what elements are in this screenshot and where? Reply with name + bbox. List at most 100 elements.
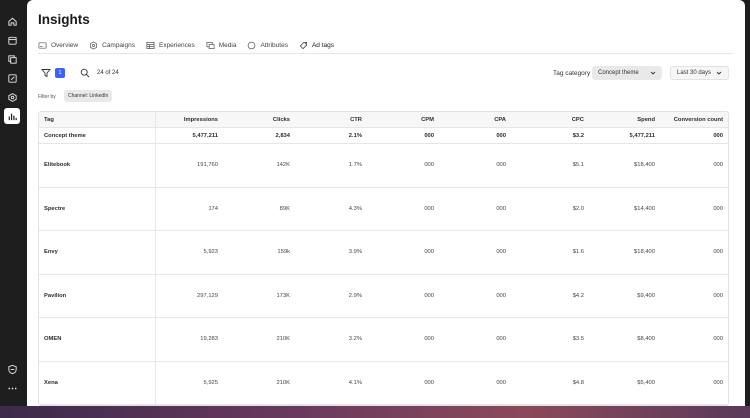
tab-media[interactable]: Media xyxy=(206,38,236,53)
total-cell: 000 xyxy=(424,132,434,139)
table-cell: 000 xyxy=(424,336,434,343)
table-cell: 2.9% xyxy=(348,292,362,299)
search-icon xyxy=(80,68,90,78)
tab-label: Ad tags xyxy=(311,42,334,49)
table-row[interactable]: OMEN 19,283 210K 3.2% 000 000 $3.5 $8,400 000 xyxy=(39,318,728,362)
table-row[interactable]: Envy 5,923 159k 3.9% 000 000 $1.6 $18,400 000 xyxy=(39,231,728,275)
table-cell: $9,400 xyxy=(637,292,655,299)
table-row[interactable]: Spectre 174 89K 4.3% 000 000 $2.0 $14,400 000 xyxy=(39,187,728,231)
table-cell: 89K xyxy=(279,205,290,212)
total-cell: 2,834 xyxy=(275,132,290,139)
search-button[interactable] xyxy=(79,67,91,79)
table-row[interactable]: Xena 5,925 210K 4.1% 000 000 $4.8 $5,400 000 xyxy=(39,361,728,405)
tab-overview[interactable]: Overview xyxy=(38,38,78,53)
tag-category-select[interactable]: Concept theme xyxy=(592,66,662,80)
main-panel: Insights Overview Campaigns Experiences … xyxy=(27,0,745,406)
tag-category-value: Concept theme xyxy=(598,70,639,76)
table-row[interactable]: Elitebook 191,760 142K 1.7% 000 000 $5.1 $18,40… xyxy=(39,144,728,188)
column-header-cpa[interactable]: CPA xyxy=(494,116,506,123)
table-cell: 000 xyxy=(424,249,434,256)
column-header-cpm[interactable]: CPM xyxy=(421,116,434,123)
column-header-tag[interactable]: Tag xyxy=(39,112,156,127)
total-cell: 5,477,211 xyxy=(192,132,218,139)
tab-label: Campaigns xyxy=(102,42,135,49)
tab-label: Experiences xyxy=(158,42,195,49)
target-icon[interactable] xyxy=(4,89,20,105)
table-row[interactable]: Pavilion 297,129 173K 2.9% 000 000 $4.2 $9,400 0… xyxy=(39,274,728,318)
table-cell: 159k xyxy=(277,249,290,256)
table-cell: 000 xyxy=(496,379,506,386)
tab-label: Overview xyxy=(51,42,79,49)
filter-icon xyxy=(41,69,51,78)
table-cell: 000 xyxy=(496,249,506,256)
table-cell: 000 xyxy=(496,162,506,169)
column-header-spend[interactable]: Spend xyxy=(637,116,655,123)
column-header-cpc[interactable]: CPC xyxy=(571,116,584,123)
column-header-clicks[interactable]: Clicks xyxy=(272,116,290,123)
filter-count-badge: 1 xyxy=(55,68,65,78)
total-cell: 5,477,211 xyxy=(629,132,655,139)
total-cell: Concept theme xyxy=(39,128,156,143)
table-cell: 4.1% xyxy=(348,379,362,386)
date-range-value: Last 30 days xyxy=(677,70,712,76)
home-icon[interactable] xyxy=(4,13,20,29)
filter-chip[interactable]: Channel: LinkedIn xyxy=(64,90,113,102)
tag-name-cell: Elitebook xyxy=(39,144,156,187)
table-total-row: Concept theme 5,477,211 2,834 2.1% 000 0… xyxy=(39,128,728,144)
table-cell: 191,760 xyxy=(197,162,218,169)
table-cell: $4.2 xyxy=(572,292,584,299)
tab-ad-tags[interactable]: Ad tags xyxy=(298,38,335,54)
table-cell: 4.3% xyxy=(348,205,362,212)
chevron-down-icon xyxy=(716,71,722,75)
edit-icon[interactable] xyxy=(4,70,20,86)
table-cell: $5,400 xyxy=(637,379,655,386)
total-cell: 000 xyxy=(496,132,506,139)
media-icon xyxy=(206,41,215,50)
calendar-icon[interactable] xyxy=(4,32,20,48)
tab-label: Attributes xyxy=(260,42,288,49)
table-cell: 000 xyxy=(713,249,723,256)
total-cell: 000 xyxy=(713,132,723,139)
tag-name-cell: Xena xyxy=(39,361,156,404)
table-cell: 000 xyxy=(496,292,506,299)
table-cell: $18,400 xyxy=(634,249,655,256)
table-cell: $2.0 xyxy=(572,205,584,212)
table-cell: 000 xyxy=(424,205,434,212)
shield-icon[interactable] xyxy=(4,361,20,377)
tab-campaigns[interactable]: Campaigns xyxy=(89,38,135,53)
page-title: Insights xyxy=(38,12,90,27)
tab-attributes[interactable]: Attributes xyxy=(247,38,288,53)
bottom-gradient-bar xyxy=(0,406,750,418)
table-cell: 000 xyxy=(713,379,723,386)
tab-experiences[interactable]: Experiences xyxy=(146,38,195,53)
chevron-down-icon xyxy=(650,71,656,75)
tag-name-cell: Pavilion xyxy=(39,274,156,317)
nav-rail xyxy=(0,0,25,406)
table-header-row: Tag Impressions Clicks CTR CPM CPA CPC S… xyxy=(39,112,728,128)
files-icon[interactable] xyxy=(4,51,20,67)
table-cell: 210K xyxy=(276,336,290,343)
column-header-ctr[interactable]: CTR xyxy=(350,116,362,123)
table-cell: $1.6 xyxy=(572,249,584,256)
table-cell: 000 xyxy=(713,162,723,169)
table-cell: 000 xyxy=(713,205,723,212)
table-cell: 210K xyxy=(276,379,290,386)
more-icon[interactable] xyxy=(4,380,20,396)
table-cell: 3.2% xyxy=(348,336,362,343)
date-range-select[interactable]: Last 30 days xyxy=(670,66,729,80)
table-cell: 142K xyxy=(276,162,290,169)
table-cell: 000 xyxy=(424,292,434,299)
column-header-conversion-count[interactable]: Conversion count xyxy=(673,116,723,123)
tag-category-label: Tag category xyxy=(553,70,591,77)
attributes-icon xyxy=(248,41,256,50)
table-cell: 19,283 xyxy=(200,336,218,343)
column-header-impressions[interactable]: Impressions xyxy=(183,116,218,123)
chart-icon[interactable] xyxy=(4,108,20,124)
campaigns-icon xyxy=(90,41,98,50)
table-cell: 297,129 xyxy=(197,292,218,299)
result-count: 24 of 24 xyxy=(97,70,119,76)
filter-button[interactable] xyxy=(40,67,52,79)
table-cell: $14,400 xyxy=(634,205,655,212)
ad-tags-icon xyxy=(299,41,307,50)
table-cell: 173K xyxy=(276,292,290,299)
